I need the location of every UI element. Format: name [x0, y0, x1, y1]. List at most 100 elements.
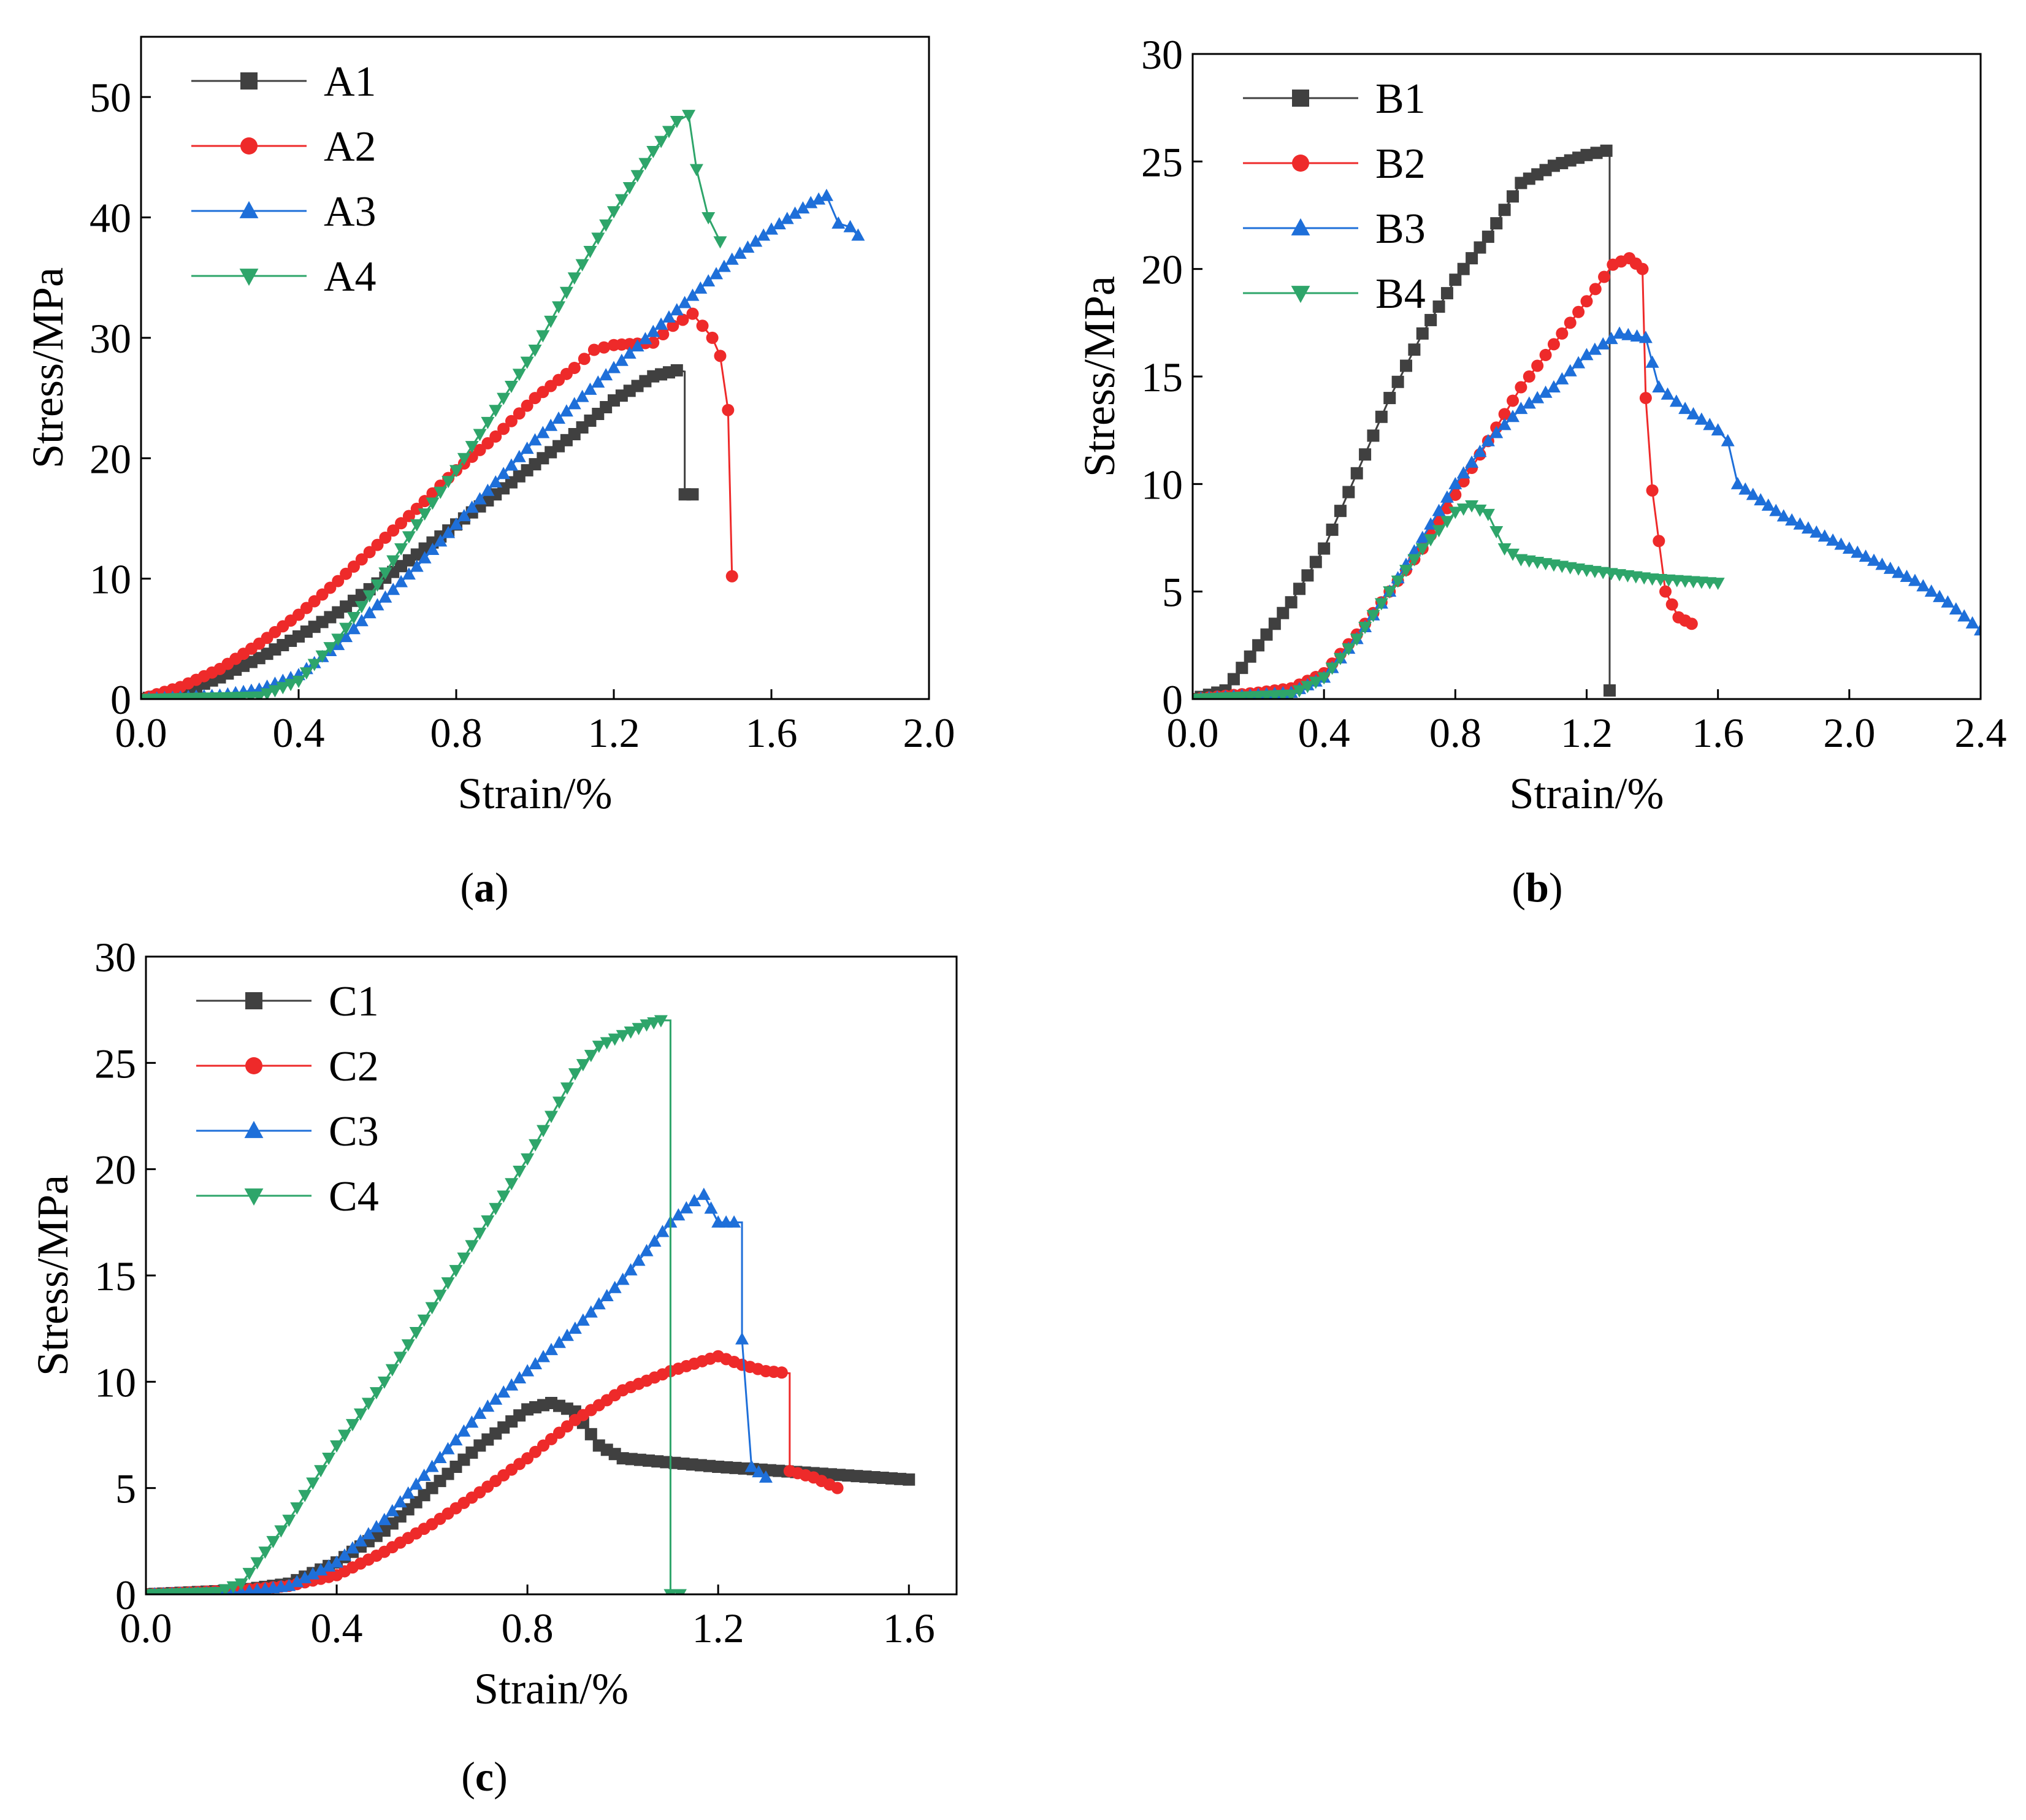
data-point-A4 — [410, 519, 424, 532]
data-point-B3 — [1834, 537, 1848, 550]
series-B1 — [1193, 144, 1616, 699]
data-point-B2 — [1515, 381, 1527, 394]
data-point-A4 — [378, 567, 392, 580]
legend: C1 C2 C3 C4 — [196, 978, 379, 1220]
data-point-B1 — [1440, 287, 1453, 300]
data-point-A4 — [544, 315, 558, 328]
x-tick-label: 0.4 — [1298, 709, 1350, 756]
data-point-B2 — [1685, 618, 1698, 630]
data-point-C3 — [417, 1468, 431, 1481]
data-point-B3 — [1785, 513, 1799, 526]
data-point-A3 — [559, 404, 573, 417]
x-tick-label: 0.8 — [430, 709, 483, 756]
data-point-C3 — [497, 1385, 511, 1398]
y-tick-label: 25 — [1141, 139, 1183, 185]
data-point-B3 — [1842, 541, 1856, 554]
data-point-B2 — [1636, 262, 1649, 275]
data-point-A2 — [676, 313, 689, 326]
data-point-A3 — [583, 382, 597, 395]
data-point-A4 — [449, 465, 463, 478]
data-point-A4 — [654, 136, 668, 148]
x-tick-label: 1.6 — [1692, 709, 1744, 756]
data-point-C3 — [513, 1371, 527, 1384]
data-point-A1 — [686, 488, 699, 501]
data-point-C4 — [385, 1364, 399, 1377]
data-point-B3 — [1506, 410, 1520, 422]
data-point-B3 — [1721, 434, 1735, 446]
data-point-B2 — [1572, 305, 1585, 318]
data-point-B3 — [1908, 573, 1922, 586]
data-point-B4 — [1391, 575, 1405, 588]
y-axis-label: Stress/MPa — [28, 1175, 77, 1376]
data-point-C4 — [353, 1408, 367, 1421]
data-point-C4 — [401, 1339, 415, 1352]
data-point-B1 — [1252, 639, 1265, 652]
data-point-A3 — [426, 543, 440, 556]
data-point-B3 — [1867, 553, 1881, 566]
data-point-B1 — [1268, 618, 1281, 630]
data-point-B3 — [1465, 455, 1479, 468]
data-point-A3 — [370, 598, 384, 611]
data-point-A2 — [387, 524, 400, 537]
data-point-A4 — [497, 392, 511, 405]
data-point-C3 — [759, 1470, 773, 1483]
data-point-B1 — [1457, 262, 1470, 275]
legend-marker-A4 — [239, 269, 259, 286]
x-tick-label: 1.2 — [692, 1605, 744, 1651]
data-point-B3 — [1810, 525, 1824, 538]
legend-marker-B4 — [1291, 286, 1310, 304]
data-point-B1 — [1603, 684, 1616, 697]
data-point-C3 — [473, 1406, 487, 1419]
data-point-A2 — [340, 567, 353, 580]
data-point-B4 — [1342, 643, 1356, 656]
x-axis-label: Strain/% — [1510, 769, 1664, 818]
data-point-B3 — [1652, 380, 1666, 393]
data-point-A3 — [575, 389, 589, 402]
data-point-A3 — [552, 411, 566, 424]
data-point-A4 — [362, 590, 377, 603]
data-point-B3 — [1826, 533, 1840, 546]
data-point-B3 — [1604, 332, 1618, 345]
data-point-A3 — [410, 559, 424, 572]
data-point-B1 — [1260, 628, 1273, 641]
data-point-C4 — [258, 1547, 272, 1559]
data-point-A3 — [402, 567, 416, 580]
data-point-B3 — [1678, 402, 1692, 415]
data-point-B3 — [1539, 385, 1553, 398]
data-point-C3 — [608, 1280, 622, 1293]
x-tick-label: 0.0 — [1167, 709, 1219, 756]
data-point-A3 — [442, 526, 456, 538]
data-point-A4 — [268, 685, 282, 698]
data-point-B4 — [1325, 662, 1339, 675]
data-point-B3 — [1924, 584, 1938, 597]
data-point-A2 — [395, 517, 408, 530]
series-A1 — [141, 364, 699, 699]
x-axis-label: Strain/% — [458, 769, 613, 818]
data-point-C3 — [409, 1477, 423, 1490]
x-tick-label: 0.0 — [120, 1605, 172, 1651]
data-point-C4 — [568, 1068, 582, 1081]
data-point-A2 — [597, 341, 610, 354]
data-point-B4 — [1309, 676, 1323, 689]
data-point-C4 — [377, 1376, 391, 1389]
x-tick-label: 0.8 — [1429, 709, 1481, 756]
data-point-A4 — [386, 555, 400, 568]
data-point-A1 — [670, 364, 683, 377]
data-point-B3 — [1588, 342, 1602, 355]
data-point-A4 — [670, 115, 684, 128]
data-point-B4 — [1317, 672, 1331, 685]
data-point-B4 — [1284, 689, 1298, 699]
data-point-B1 — [1334, 505, 1347, 518]
data-point-A3 — [394, 575, 408, 587]
data-point-C4 — [282, 1515, 296, 1528]
data-point-B3 — [1738, 482, 1753, 495]
data-point-C4 — [218, 1584, 232, 1594]
data-point-B1 — [1400, 359, 1413, 372]
data-point-B3 — [1456, 466, 1470, 479]
data-point-A3 — [346, 622, 361, 635]
data-point-A4 — [504, 380, 518, 393]
data-point-C4 — [560, 1082, 574, 1095]
legend-marker-C4 — [244, 1188, 264, 1206]
data-point-A3 — [757, 228, 771, 241]
data-point-A3 — [694, 281, 708, 294]
